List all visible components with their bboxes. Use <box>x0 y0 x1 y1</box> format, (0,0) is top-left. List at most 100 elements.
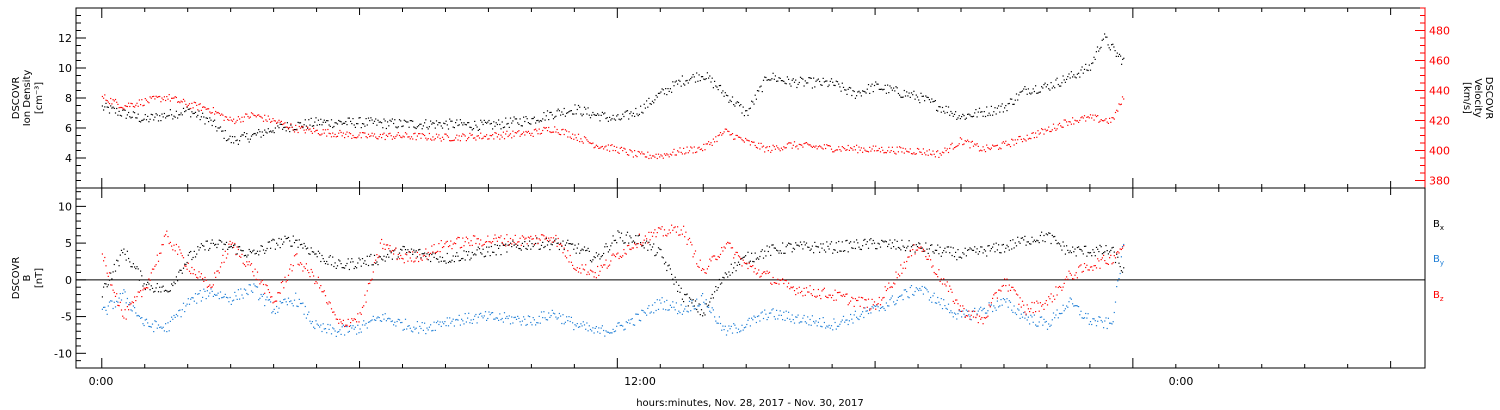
by-point <box>511 316 513 318</box>
velocity-point <box>591 143 593 145</box>
velocity-point <box>742 140 744 142</box>
by-point <box>212 295 214 297</box>
bx-point <box>659 248 661 250</box>
bx-point <box>1031 236 1033 238</box>
ion-density-point <box>607 120 609 122</box>
velocity-point <box>667 154 669 156</box>
bx-point <box>710 297 712 299</box>
ion-density-point <box>629 113 631 115</box>
bz-point <box>730 247 732 249</box>
velocity-point <box>1099 120 1101 122</box>
bx-point <box>776 249 778 251</box>
by-point <box>809 318 811 321</box>
ion-density-point <box>471 129 473 131</box>
bz-point <box>173 244 175 246</box>
by-point <box>989 305 991 307</box>
bz-point <box>703 269 705 271</box>
by-point <box>1001 304 1003 306</box>
ion-density-point <box>660 91 662 93</box>
bz-point <box>1013 289 1015 291</box>
ion-density-point <box>1120 55 1122 57</box>
bx-point <box>675 281 677 283</box>
bz-point <box>681 233 683 235</box>
bx-point <box>847 251 849 253</box>
velocity-point <box>124 105 126 107</box>
bx-point <box>549 249 551 251</box>
ion-density-point <box>1096 46 1099 48</box>
by-point <box>772 308 774 310</box>
by-point <box>316 323 318 325</box>
by-point <box>401 321 403 324</box>
bz-point <box>976 314 978 316</box>
bx-point <box>683 301 685 303</box>
bz-point <box>884 286 886 288</box>
bx-point <box>542 241 544 243</box>
bz-point <box>850 300 852 302</box>
bx-point <box>654 255 656 257</box>
ion-density-point <box>847 88 849 90</box>
bz-point <box>883 296 885 299</box>
bz-point <box>101 253 103 255</box>
bx-point <box>974 246 976 248</box>
by-point <box>381 320 383 322</box>
bx-point <box>667 265 669 267</box>
ion-density-point <box>659 92 661 94</box>
bz-point <box>401 257 403 259</box>
bz-point <box>249 264 251 266</box>
by-point <box>107 305 109 307</box>
velocity-point <box>218 112 220 115</box>
by-point <box>174 316 176 318</box>
by-point <box>746 323 748 326</box>
bz-point <box>270 296 272 298</box>
ion-density-point <box>566 112 568 114</box>
by-point <box>1026 319 1028 321</box>
by-point <box>1056 309 1058 311</box>
bx-point <box>833 249 835 251</box>
bx-point <box>792 247 794 249</box>
by-point <box>937 296 939 299</box>
bx-point <box>371 264 373 266</box>
bx-point <box>204 249 206 251</box>
velocity-point <box>137 105 139 107</box>
bx-point <box>642 244 644 247</box>
bz-point <box>103 260 105 262</box>
ion-density-point <box>1049 89 1051 91</box>
ion-density-point <box>693 76 695 78</box>
bx-point <box>711 293 713 296</box>
by-point <box>920 289 922 291</box>
bx-point <box>655 254 657 256</box>
bz-point <box>107 275 109 277</box>
by-point <box>106 313 108 315</box>
bx-point <box>388 256 390 258</box>
velocity-point <box>692 152 694 154</box>
bx-point <box>1093 251 1095 253</box>
velocity-point <box>643 153 645 155</box>
velocity-point <box>313 127 315 129</box>
by-point <box>1032 321 1034 323</box>
by-point <box>938 301 940 303</box>
bz-point <box>245 265 247 267</box>
bz-point <box>803 287 805 289</box>
bz-point <box>1018 303 1020 305</box>
bz-point <box>561 244 563 247</box>
bz-point <box>268 291 271 294</box>
ion-density-point <box>459 119 461 121</box>
by-point <box>1075 305 1077 307</box>
by-point <box>388 317 390 319</box>
ion-density-point <box>495 122 497 124</box>
ion-density-point <box>396 127 398 129</box>
bx-point <box>227 248 229 250</box>
velocity-point <box>298 125 300 128</box>
by-point <box>418 332 420 334</box>
velocity-point <box>1082 117 1084 119</box>
bz-point <box>594 272 596 274</box>
ion-density-point <box>243 132 245 134</box>
bz-point <box>598 274 600 276</box>
by-point <box>866 310 868 312</box>
by-point <box>711 307 713 309</box>
bx-point <box>249 250 251 253</box>
ion-density-point <box>344 122 346 124</box>
velocity-point <box>823 144 825 146</box>
velocity-point <box>666 153 668 155</box>
bx-point <box>1080 249 1082 251</box>
